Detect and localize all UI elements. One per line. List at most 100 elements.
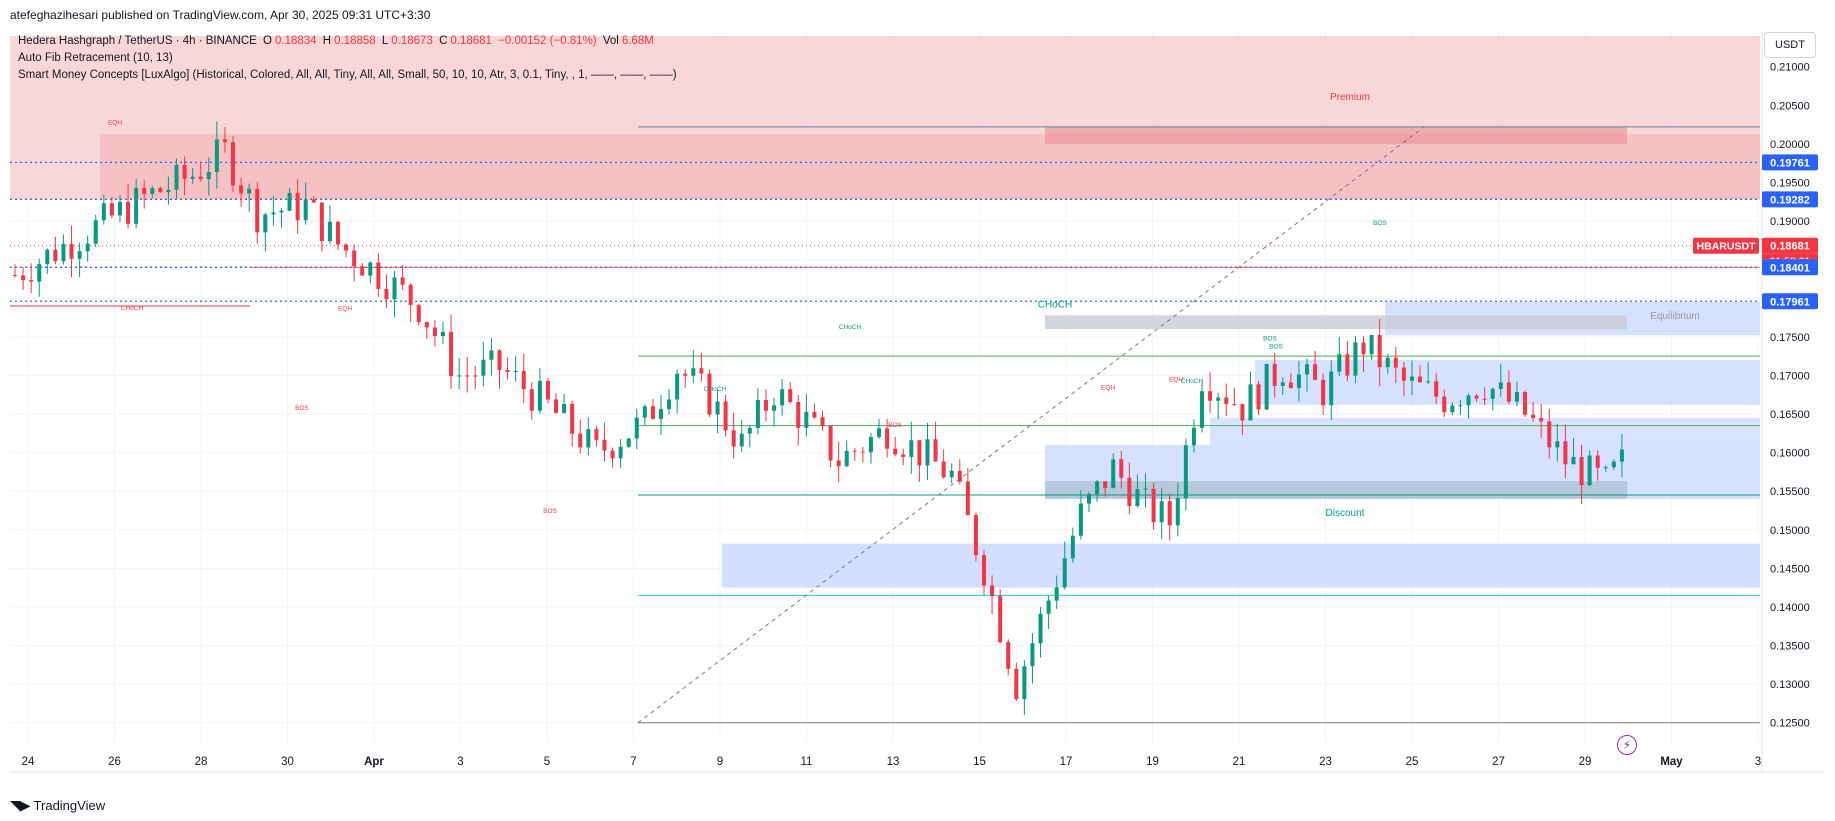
- candle-body: [1305, 364, 1309, 375]
- time-tick-label: 7: [630, 756, 636, 768]
- candle-body: [618, 446, 623, 459]
- candle-body: [1401, 367, 1406, 381]
- price-tick-label: 0.17500: [1770, 332, 1810, 344]
- structure-label: BOS: [1373, 220, 1387, 227]
- candle-body: [667, 399, 672, 410]
- candle-body: [836, 460, 841, 467]
- time-tick-label: 25: [1406, 756, 1419, 768]
- lightning-bolt-icon[interactable]: ⚡: [1617, 735, 1637, 755]
- candle-body: [1183, 445, 1188, 499]
- price-tick-label: 0.15000: [1770, 525, 1810, 537]
- candle-body: [1296, 374, 1301, 389]
- time-tick-label: 24: [22, 756, 35, 768]
- price-label-box: [1762, 293, 1818, 310]
- candle-body: [1264, 363, 1269, 410]
- structure-label: BOS: [1269, 343, 1283, 350]
- candle-body: [174, 164, 179, 190]
- change-value: −0.00152 (−0.81%): [498, 35, 597, 47]
- candle-body: [1611, 461, 1616, 468]
- candle-body: [1054, 587, 1059, 601]
- author-name[interactable]: atefeghazihesari: [10, 8, 99, 22]
- candle-body: [844, 450, 849, 467]
- candle-body: [731, 430, 736, 447]
- price-label-text: 0.19761: [1770, 157, 1810, 169]
- candle-body: [303, 199, 308, 221]
- candle-body: [521, 370, 526, 390]
- candle-body: [1078, 503, 1083, 536]
- demand-block: [722, 543, 1760, 588]
- candle-body: [1159, 501, 1164, 523]
- demand-block: [1210, 417, 1760, 445]
- candle-body: [1095, 481, 1100, 494]
- candle-body: [93, 220, 98, 244]
- price-tick-label: 0.16500: [1770, 409, 1810, 421]
- candle-body: [279, 210, 284, 213]
- candle-body: [707, 373, 712, 415]
- structure-label: CHoCH: [1038, 300, 1072, 311]
- candle-body: [982, 555, 986, 586]
- candle-body: [53, 249, 58, 262]
- candle-body: [376, 262, 381, 289]
- candle-body: [1006, 642, 1011, 669]
- high-value: 0.18858: [334, 35, 376, 47]
- symbol-title[interactable]: Hedera Hashgraph / TetherUS · 4h · BINAN…: [18, 35, 257, 47]
- candle-body: [1353, 342, 1358, 376]
- price-label-text: 0.17961: [1770, 296, 1810, 308]
- structure-label: BOS: [888, 422, 902, 429]
- candle-body: [1369, 334, 1374, 355]
- time-tick-label: Apr: [364, 756, 384, 768]
- candle-body: [1167, 501, 1172, 526]
- candle-body: [1466, 395, 1471, 406]
- candle-body: [101, 203, 106, 221]
- price-label-box: [1762, 154, 1818, 171]
- time-tick-label: 3: [457, 756, 463, 768]
- candle-body: [1224, 397, 1229, 404]
- candle-body: [150, 188, 155, 194]
- brand-name: TradingView: [33, 798, 106, 813]
- candle-body: [812, 411, 817, 418]
- price-tick-label: 0.20500: [1770, 100, 1810, 112]
- time-tick-label: 15: [973, 756, 986, 768]
- candle-body: [489, 350, 494, 360]
- price-tick-label: 0.20000: [1770, 139, 1810, 151]
- structure-label: EQH: [1101, 384, 1115, 391]
- candle-body: [1216, 397, 1221, 401]
- candle-body: [893, 448, 898, 455]
- open-value: 0.18834: [275, 35, 317, 47]
- price-tick-label: 0.19000: [1770, 216, 1810, 228]
- candle-body: [675, 373, 680, 400]
- currency-selector[interactable]: USDT: [1764, 32, 1816, 58]
- price-tick-label: 0.17000: [1770, 370, 1810, 382]
- candle-body: [998, 596, 1003, 643]
- candle-body: [1539, 417, 1544, 422]
- premium-label: Premium: [1330, 92, 1370, 103]
- candle-body: [255, 188, 260, 233]
- candle-body: [287, 192, 292, 211]
- candle-body: [1200, 391, 1205, 428]
- indicator-fib-legend[interactable]: Auto Fib Retracement (10, 13): [18, 52, 173, 64]
- tradingview-brand[interactable]: ◥▶ TradingView: [10, 797, 105, 814]
- candle-body: [610, 450, 615, 459]
- candle-body: [336, 221, 340, 245]
- equilibrium-label: Equilibrium: [1650, 311, 1699, 322]
- candle-body: [21, 275, 26, 281]
- candle-body: [368, 262, 373, 276]
- candle-body: [158, 188, 163, 193]
- candle-body: [537, 380, 542, 411]
- chart-frame[interactable]: Premium Equilibrium Discount EQH CHoCH EQH BOS…: [10, 32, 1825, 790]
- candle-body: [1587, 455, 1592, 486]
- open-label: O: [263, 35, 272, 47]
- indicator-smc-legend[interactable]: Smart Money Concepts [LuxAlgo] (Historic…: [18, 69, 677, 81]
- structure-label: CHoCH: [839, 324, 862, 331]
- candle-body: [554, 399, 559, 413]
- candle-body: [1256, 384, 1261, 410]
- candle-body: [1086, 493, 1091, 504]
- candle-body: [344, 244, 349, 251]
- candle-body: [594, 429, 599, 440]
- candle-body: [408, 284, 413, 305]
- candle-body: [562, 403, 567, 413]
- premium-order-block: [100, 133, 1760, 200]
- candle-body: [1579, 457, 1584, 486]
- candle-body: [1321, 379, 1326, 406]
